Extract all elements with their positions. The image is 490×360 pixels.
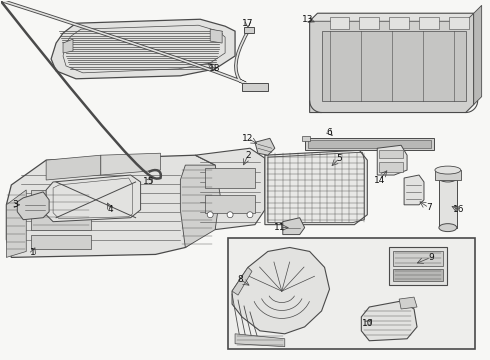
Bar xyxy=(205,195,255,213)
Bar xyxy=(449,17,469,29)
Bar xyxy=(435,170,461,180)
Polygon shape xyxy=(310,13,474,21)
Text: 9: 9 xyxy=(428,253,434,262)
Text: 3: 3 xyxy=(12,200,18,209)
Text: 16: 16 xyxy=(453,205,465,214)
Polygon shape xyxy=(404,175,424,205)
Circle shape xyxy=(207,212,213,218)
Bar xyxy=(308,140,431,148)
Bar xyxy=(379,150,403,158)
Bar xyxy=(242,83,268,91)
Bar xyxy=(393,251,443,266)
Polygon shape xyxy=(265,150,368,225)
Bar xyxy=(389,247,447,285)
Polygon shape xyxy=(6,190,26,257)
Text: 17: 17 xyxy=(242,19,254,28)
Polygon shape xyxy=(17,192,49,220)
Text: 18: 18 xyxy=(209,64,221,73)
Bar xyxy=(205,168,255,188)
Bar xyxy=(359,17,379,29)
Polygon shape xyxy=(101,153,161,175)
Bar xyxy=(329,17,349,29)
Text: 12: 12 xyxy=(242,134,254,143)
Polygon shape xyxy=(377,145,407,175)
Text: 4: 4 xyxy=(108,205,114,214)
Polygon shape xyxy=(399,297,417,309)
Polygon shape xyxy=(232,267,252,295)
Polygon shape xyxy=(361,301,417,341)
Bar xyxy=(228,238,475,349)
Polygon shape xyxy=(6,155,220,257)
Polygon shape xyxy=(210,29,222,43)
Polygon shape xyxy=(180,165,220,247)
Text: 5: 5 xyxy=(337,154,343,163)
Text: 14: 14 xyxy=(373,176,385,185)
Polygon shape xyxy=(255,138,275,155)
Bar xyxy=(393,269,443,281)
Text: 6: 6 xyxy=(327,128,332,137)
Bar xyxy=(305,138,434,150)
Polygon shape xyxy=(474,5,482,105)
Bar xyxy=(31,190,91,230)
Bar xyxy=(439,178,457,228)
Text: 13: 13 xyxy=(302,15,314,24)
Text: 1: 1 xyxy=(30,248,36,257)
Polygon shape xyxy=(46,155,101,180)
Polygon shape xyxy=(63,39,73,53)
Text: 15: 15 xyxy=(143,177,154,186)
Ellipse shape xyxy=(439,224,457,231)
Text: 7: 7 xyxy=(426,203,432,212)
Bar xyxy=(379,162,403,172)
Text: 8: 8 xyxy=(237,275,243,284)
Bar xyxy=(302,136,310,141)
Polygon shape xyxy=(196,148,265,230)
Polygon shape xyxy=(321,31,466,100)
Polygon shape xyxy=(310,13,474,113)
Ellipse shape xyxy=(435,166,461,174)
Polygon shape xyxy=(232,247,329,334)
Bar xyxy=(31,235,91,249)
Circle shape xyxy=(227,212,233,218)
Text: 11: 11 xyxy=(274,223,286,232)
Text: 2: 2 xyxy=(245,151,251,160)
Bar xyxy=(244,27,254,33)
Polygon shape xyxy=(283,218,305,235)
Bar xyxy=(389,17,409,29)
Polygon shape xyxy=(235,334,285,347)
Ellipse shape xyxy=(439,174,457,182)
Bar xyxy=(419,17,439,29)
Circle shape xyxy=(247,212,253,218)
Polygon shape xyxy=(51,19,235,79)
Polygon shape xyxy=(46,175,141,222)
Text: 10: 10 xyxy=(362,319,373,328)
